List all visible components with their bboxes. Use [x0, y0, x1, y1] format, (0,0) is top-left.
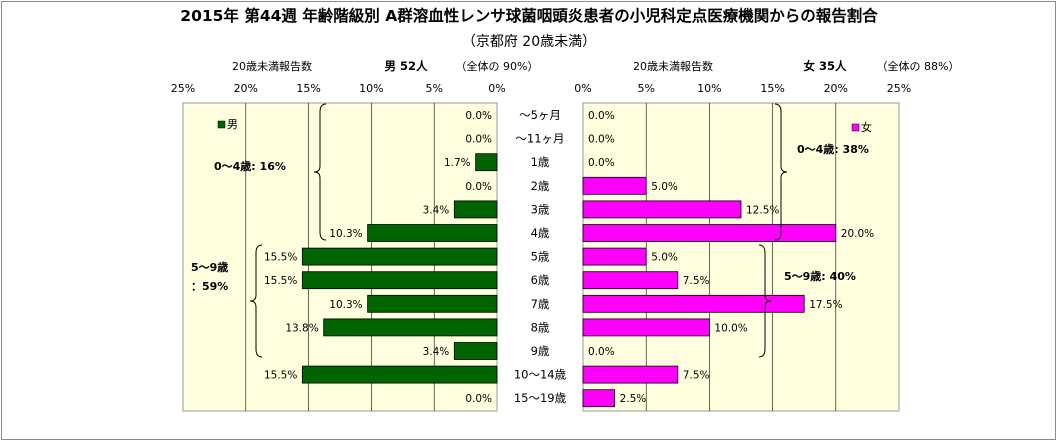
female-data-label: 7.5%: [683, 275, 710, 287]
male-bar: [475, 153, 498, 172]
male-data-label: 10.3%: [329, 299, 362, 311]
female-data-label: 0.0%: [588, 110, 615, 122]
male-data-label: 0.0%: [465, 181, 492, 193]
category-label: 4歳: [531, 226, 550, 240]
female-0-4-bracket: [774, 103, 788, 241]
male-bar: [301, 247, 498, 266]
female-bar: [582, 294, 805, 313]
category-label: 9歳: [531, 344, 550, 358]
axis-tick-label: 20%: [824, 82, 848, 95]
female-data-label: 20.0%: [841, 228, 874, 240]
male-data-label: 15.5%: [264, 370, 297, 382]
category-label: 15～19歳: [514, 391, 567, 405]
male-5-9-bracket: [249, 244, 263, 358]
male-legend-swatch: [217, 120, 226, 129]
axis-tick-label: 0%: [488, 82, 505, 95]
male-group-5-9-label-line1: 5～9歳: [191, 260, 228, 274]
male-data-label: 0.0%: [465, 134, 492, 146]
male-data-label: 15.5%: [264, 275, 297, 287]
male-data-label: 1.7%: [444, 157, 471, 169]
axis-tick-label: 25%: [171, 82, 195, 95]
female-data-label: 0.0%: [588, 346, 615, 358]
male-data-label: 0.0%: [465, 110, 492, 122]
axis-tick-label: 10%: [697, 82, 721, 95]
female-bar: [582, 224, 837, 242]
male-bar: [453, 200, 498, 219]
category-labels: ～5ヶ月 ～11ヶ月 1歳 2歳 3歳 4歳 5歳 6歳 7歳 8歳 9歳 10～14歳 15～19歳: [514, 108, 567, 405]
female-bar: [582, 271, 679, 290]
male-legend-label: 男: [227, 118, 238, 131]
female-legend-label: 女: [861, 120, 872, 134]
male-data-label: 15.5%: [264, 252, 297, 264]
female-data-label: 2.5%: [620, 393, 647, 405]
female-axis-ticks: 0% 5% 10% 15% 20% 25%: [574, 82, 911, 95]
female-group-5-9-label: 5～9歳: 40%: [784, 269, 856, 283]
female-bar: [582, 318, 710, 337]
female-data-label: 7.5%: [683, 370, 710, 382]
female-bar: [582, 200, 742, 219]
male-group-5-9-label-line2: ：59%: [191, 280, 228, 293]
chart-title: 2015年 第44週 年齢階級別 A群溶血性レンサ球菌咽頭炎患者の小児科定点医療…: [180, 6, 878, 25]
male-bar: [323, 318, 498, 337]
male-bar: [367, 224, 498, 242]
category-label: 6歳: [531, 273, 550, 287]
female-data-label: 0.0%: [588, 157, 615, 169]
female-data-label: 10.0%: [714, 322, 747, 334]
category-label: 7歳: [531, 297, 550, 311]
female-header: 女 35人: [803, 59, 847, 73]
category-label: ～11ヶ月: [515, 132, 564, 146]
category-label: 10～14歳: [514, 368, 567, 382]
male-header-note: （全体の 90%）: [456, 59, 539, 73]
male-data-label: 3.4%: [423, 346, 450, 358]
axis-tick-label: 5%: [637, 82, 654, 95]
category-label: 1歳: [531, 155, 550, 169]
axis-tick-label: 20%: [234, 82, 258, 95]
female-axis-caption: 20歳未満報告数: [633, 60, 713, 73]
female-bar: [582, 176, 647, 195]
female-data-label: 12.5%: [746, 204, 779, 216]
male-bar: [301, 271, 498, 290]
female-data-label: 0.0%: [588, 134, 615, 146]
male-bar: [367, 294, 498, 313]
male-axis-ticks: 25% 20% 15% 10% 5% 0%: [171, 82, 506, 95]
axis-tick-label: 5%: [425, 82, 442, 95]
category-label: 2歳: [531, 179, 550, 193]
chart-subtitle: （京都府 20歳未満）: [462, 34, 596, 50]
category-label: ～5ヶ月: [519, 108, 561, 122]
female-legend-swatch: [851, 123, 860, 132]
axis-tick-label: 15%: [296, 82, 320, 95]
male-bar: [301, 365, 498, 384]
female-data-label: 5.0%: [651, 181, 678, 193]
female-bar: [582, 389, 616, 408]
female-5-9-bracket: [758, 244, 772, 358]
female-data-label: 17.5%: [809, 299, 842, 311]
female-data-label: 5.0%: [651, 252, 678, 264]
axis-tick-label: 10%: [359, 82, 383, 95]
male-data-labels: 0.0% 0.0% 1.7% 0.0% 3.4% 10.3% 15.5% 15.5% 10.3%…: [264, 110, 492, 405]
axis-tick-label: 25%: [887, 82, 911, 95]
male-data-label: 13.8%: [285, 322, 318, 334]
axis-tick-label: 15%: [760, 82, 784, 95]
male-bar: [453, 342, 498, 360]
female-data-labels: 0.0% 0.0% 0.0% 5.0% 12.5% 20.0% 5.0% 7.5% 17.5% 1…: [588, 110, 874, 405]
female-bars: [582, 176, 837, 408]
male-group-0-4-label: 0～4歳: 16%: [214, 159, 286, 173]
male-data-label: 3.4%: [423, 204, 450, 216]
male-0-4-bracket: [313, 103, 327, 241]
female-bar: [582, 247, 647, 266]
category-label: 8歳: [531, 320, 550, 334]
male-data-label: 0.0%: [465, 393, 492, 405]
male-data-label: 10.3%: [329, 228, 362, 240]
male-axis-caption: 20歳未満報告数: [232, 60, 312, 73]
axis-tick-label: 0%: [574, 82, 591, 95]
female-header-note: （全体の 88%）: [877, 59, 960, 73]
category-label: 5歳: [531, 250, 550, 264]
category-label: 3歳: [531, 202, 550, 216]
group-brackets: [249, 103, 788, 358]
male-header: 男 52人: [384, 59, 428, 73]
female-group-0-4-label: 0～4歳: 38%: [797, 142, 869, 156]
male-bars: [301, 153, 498, 384]
female-bar: [582, 365, 679, 384]
